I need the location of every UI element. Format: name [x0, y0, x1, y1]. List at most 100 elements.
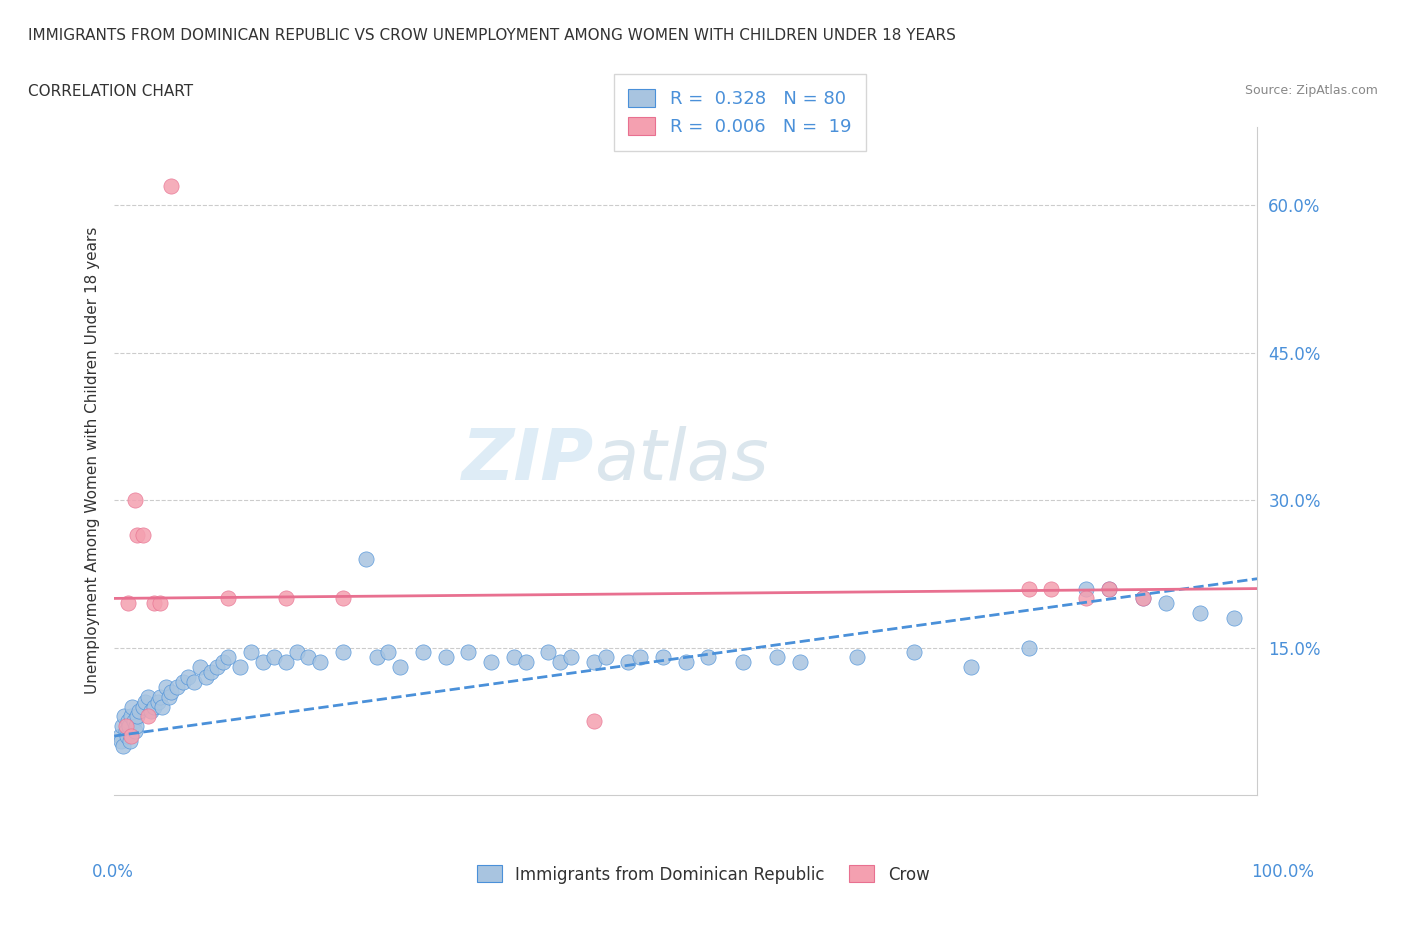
Point [160, 179, 183, 193]
Point [515, 655, 537, 670]
Text: atlas: atlas [595, 426, 769, 496]
Point [118, 719, 141, 734]
Point [388, 659, 411, 674]
Point [846, 650, 869, 665]
Point [1223, 611, 1246, 626]
Point [194, 670, 217, 684]
Point [274, 591, 297, 605]
Point [412, 645, 434, 660]
Point [766, 650, 789, 665]
Point [112, 738, 135, 753]
Point [1097, 581, 1119, 596]
Point [332, 591, 354, 605]
Point [134, 694, 156, 709]
Point [366, 650, 388, 665]
Point [121, 699, 143, 714]
Point [1074, 581, 1097, 596]
Point [155, 680, 177, 695]
Point [229, 659, 252, 674]
Point [150, 699, 173, 714]
Text: IMMIGRANTS FROM DOMINICAN REPUBLIC VS CROW UNEMPLOYMENT AMONG WOMEN WITH CHILDRE: IMMIGRANTS FROM DOMINICAN REPUBLIC VS CR… [28, 28, 956, 43]
Point [110, 734, 132, 749]
Point [675, 655, 697, 670]
Point [143, 699, 166, 714]
Y-axis label: Unemployment Among Women with Children Under 18 years: Unemployment Among Women with Children U… [86, 227, 100, 695]
Point [122, 714, 145, 729]
Point [651, 650, 673, 665]
Point [211, 655, 233, 670]
Point [1018, 640, 1040, 655]
Point [789, 655, 811, 670]
Point [252, 655, 274, 670]
Point [1188, 605, 1211, 620]
Point [1132, 591, 1154, 605]
Point [218, 650, 240, 665]
Point [149, 596, 172, 611]
Point [125, 719, 148, 734]
Point [125, 709, 148, 724]
Point [120, 728, 142, 743]
Point [143, 596, 166, 611]
Point [120, 709, 142, 724]
Point [285, 645, 308, 660]
Point [183, 674, 205, 689]
Point [731, 655, 754, 670]
Point [139, 704, 162, 719]
Point [188, 659, 211, 674]
Point [124, 493, 146, 508]
Point [240, 645, 263, 660]
Point [114, 724, 136, 738]
Point [332, 645, 354, 660]
Point [1097, 581, 1119, 596]
Point [377, 645, 399, 660]
Text: Source: ZipAtlas.com: Source: ZipAtlas.com [1244, 84, 1378, 97]
Point [117, 714, 139, 729]
Point [160, 684, 183, 699]
Point [354, 551, 377, 566]
Point [200, 665, 222, 680]
Point [146, 694, 169, 709]
Point [560, 650, 582, 665]
Point [628, 650, 651, 665]
Point [595, 650, 617, 665]
Point [457, 645, 479, 660]
Point [114, 709, 136, 724]
Point [157, 689, 180, 704]
Point [263, 650, 285, 665]
Point [583, 714, 606, 729]
Point [138, 689, 160, 704]
Point [309, 655, 332, 670]
Point [149, 689, 172, 704]
Point [1132, 591, 1154, 605]
Point [114, 719, 136, 734]
Text: CORRELATION CHART: CORRELATION CHART [28, 84, 193, 99]
Point [132, 527, 155, 542]
Point [697, 650, 720, 665]
Point [1154, 596, 1177, 611]
Point [960, 659, 983, 674]
Point [218, 591, 240, 605]
Point [434, 650, 457, 665]
Point [903, 645, 925, 660]
Point [138, 709, 160, 724]
Point [125, 527, 148, 542]
Point [297, 650, 319, 665]
Point [503, 650, 526, 665]
Point [124, 724, 146, 738]
Point [537, 645, 560, 660]
Point [128, 704, 150, 719]
Point [479, 655, 502, 670]
Point [132, 699, 155, 714]
Point [548, 655, 571, 670]
Point [120, 734, 142, 749]
Point [166, 680, 188, 695]
Point [1074, 591, 1097, 605]
Point [205, 659, 228, 674]
Point [111, 719, 134, 734]
Text: 100.0%: 100.0% [1251, 863, 1315, 881]
Point [172, 674, 194, 689]
Legend: Immigrants from Dominican Republic, Crow: Immigrants from Dominican Republic, Crow [468, 857, 938, 892]
Point [583, 655, 606, 670]
Point [1040, 581, 1063, 596]
Point [274, 655, 297, 670]
